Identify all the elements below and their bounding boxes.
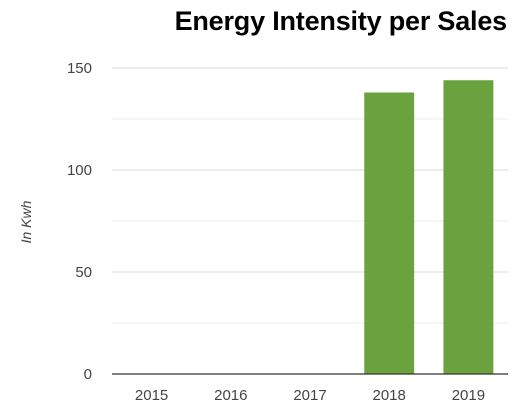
y-tick-label: 50 (75, 264, 92, 281)
chart-title: Energy Intensity per Sales (174, 6, 508, 36)
x-tick-label-2017: 2017 (293, 387, 326, 404)
y-axis-label: In Kwh (18, 200, 34, 243)
y-tick-labels: 0 50 100 150 (67, 60, 92, 383)
y-tick-label: 0 (84, 366, 92, 383)
x-tick-label-2016: 2016 (214, 387, 247, 404)
x-tick-label-2019: 2019 (452, 387, 485, 404)
x-tick-label-2018: 2018 (373, 387, 406, 404)
x-tick-labels: 2015 2016 2017 2018 2019 (135, 387, 485, 404)
y-tick-label: 150 (67, 60, 92, 77)
bars (364, 80, 494, 375)
x-tick-label-2015: 2015 (135, 387, 168, 404)
y-tick-label: 100 (67, 162, 92, 179)
bar-2019 (443, 80, 494, 375)
bar-2018 (364, 92, 415, 374)
